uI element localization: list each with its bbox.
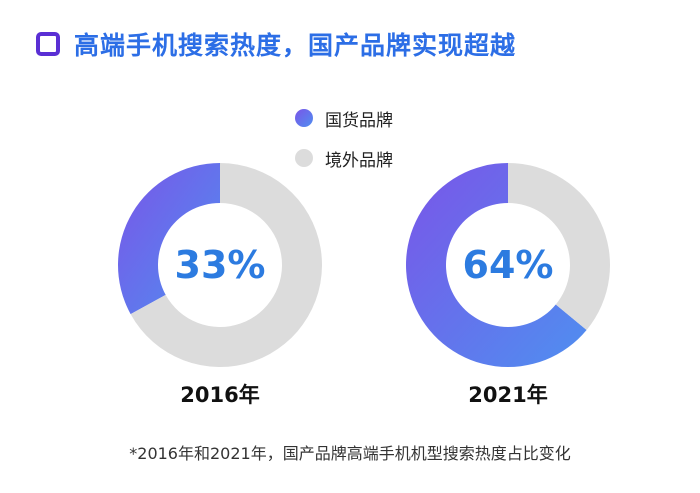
year-label-0: 2016年 (180, 383, 259, 407)
footnote: *2016年和2021年，国产品牌高端手机机型搜索热度占比变化 (129, 444, 571, 463)
legend-item-domestic: 国货品牌 (295, 98, 393, 138)
slice-foreign-1 (508, 163, 611, 331)
legend-item-foreign: 境外品牌 (295, 138, 393, 178)
center-label-0: 33% (175, 243, 266, 287)
legend-swatch-foreign (295, 149, 313, 167)
legend-label-domestic: 国货品牌 (325, 110, 393, 131)
slice-foreign-0 (130, 163, 322, 367)
slice-domestic-1 (406, 163, 587, 367)
year-label-1: 2021年 (468, 383, 547, 407)
chart-title: 高端手机搜索热度，国产品牌实现超越 (74, 31, 517, 60)
center-label-1: 64% (463, 243, 554, 287)
title-marker-icon (36, 32, 60, 56)
slice-domestic-0 (117, 163, 220, 315)
legend: 国货品牌 境外品牌 (295, 98, 393, 178)
title-row: 高端手机搜索热度，国产品牌实现超越 (36, 26, 516, 62)
legend-swatch-domestic (295, 109, 313, 127)
legend-label-foreign: 境外品牌 (325, 150, 393, 171)
